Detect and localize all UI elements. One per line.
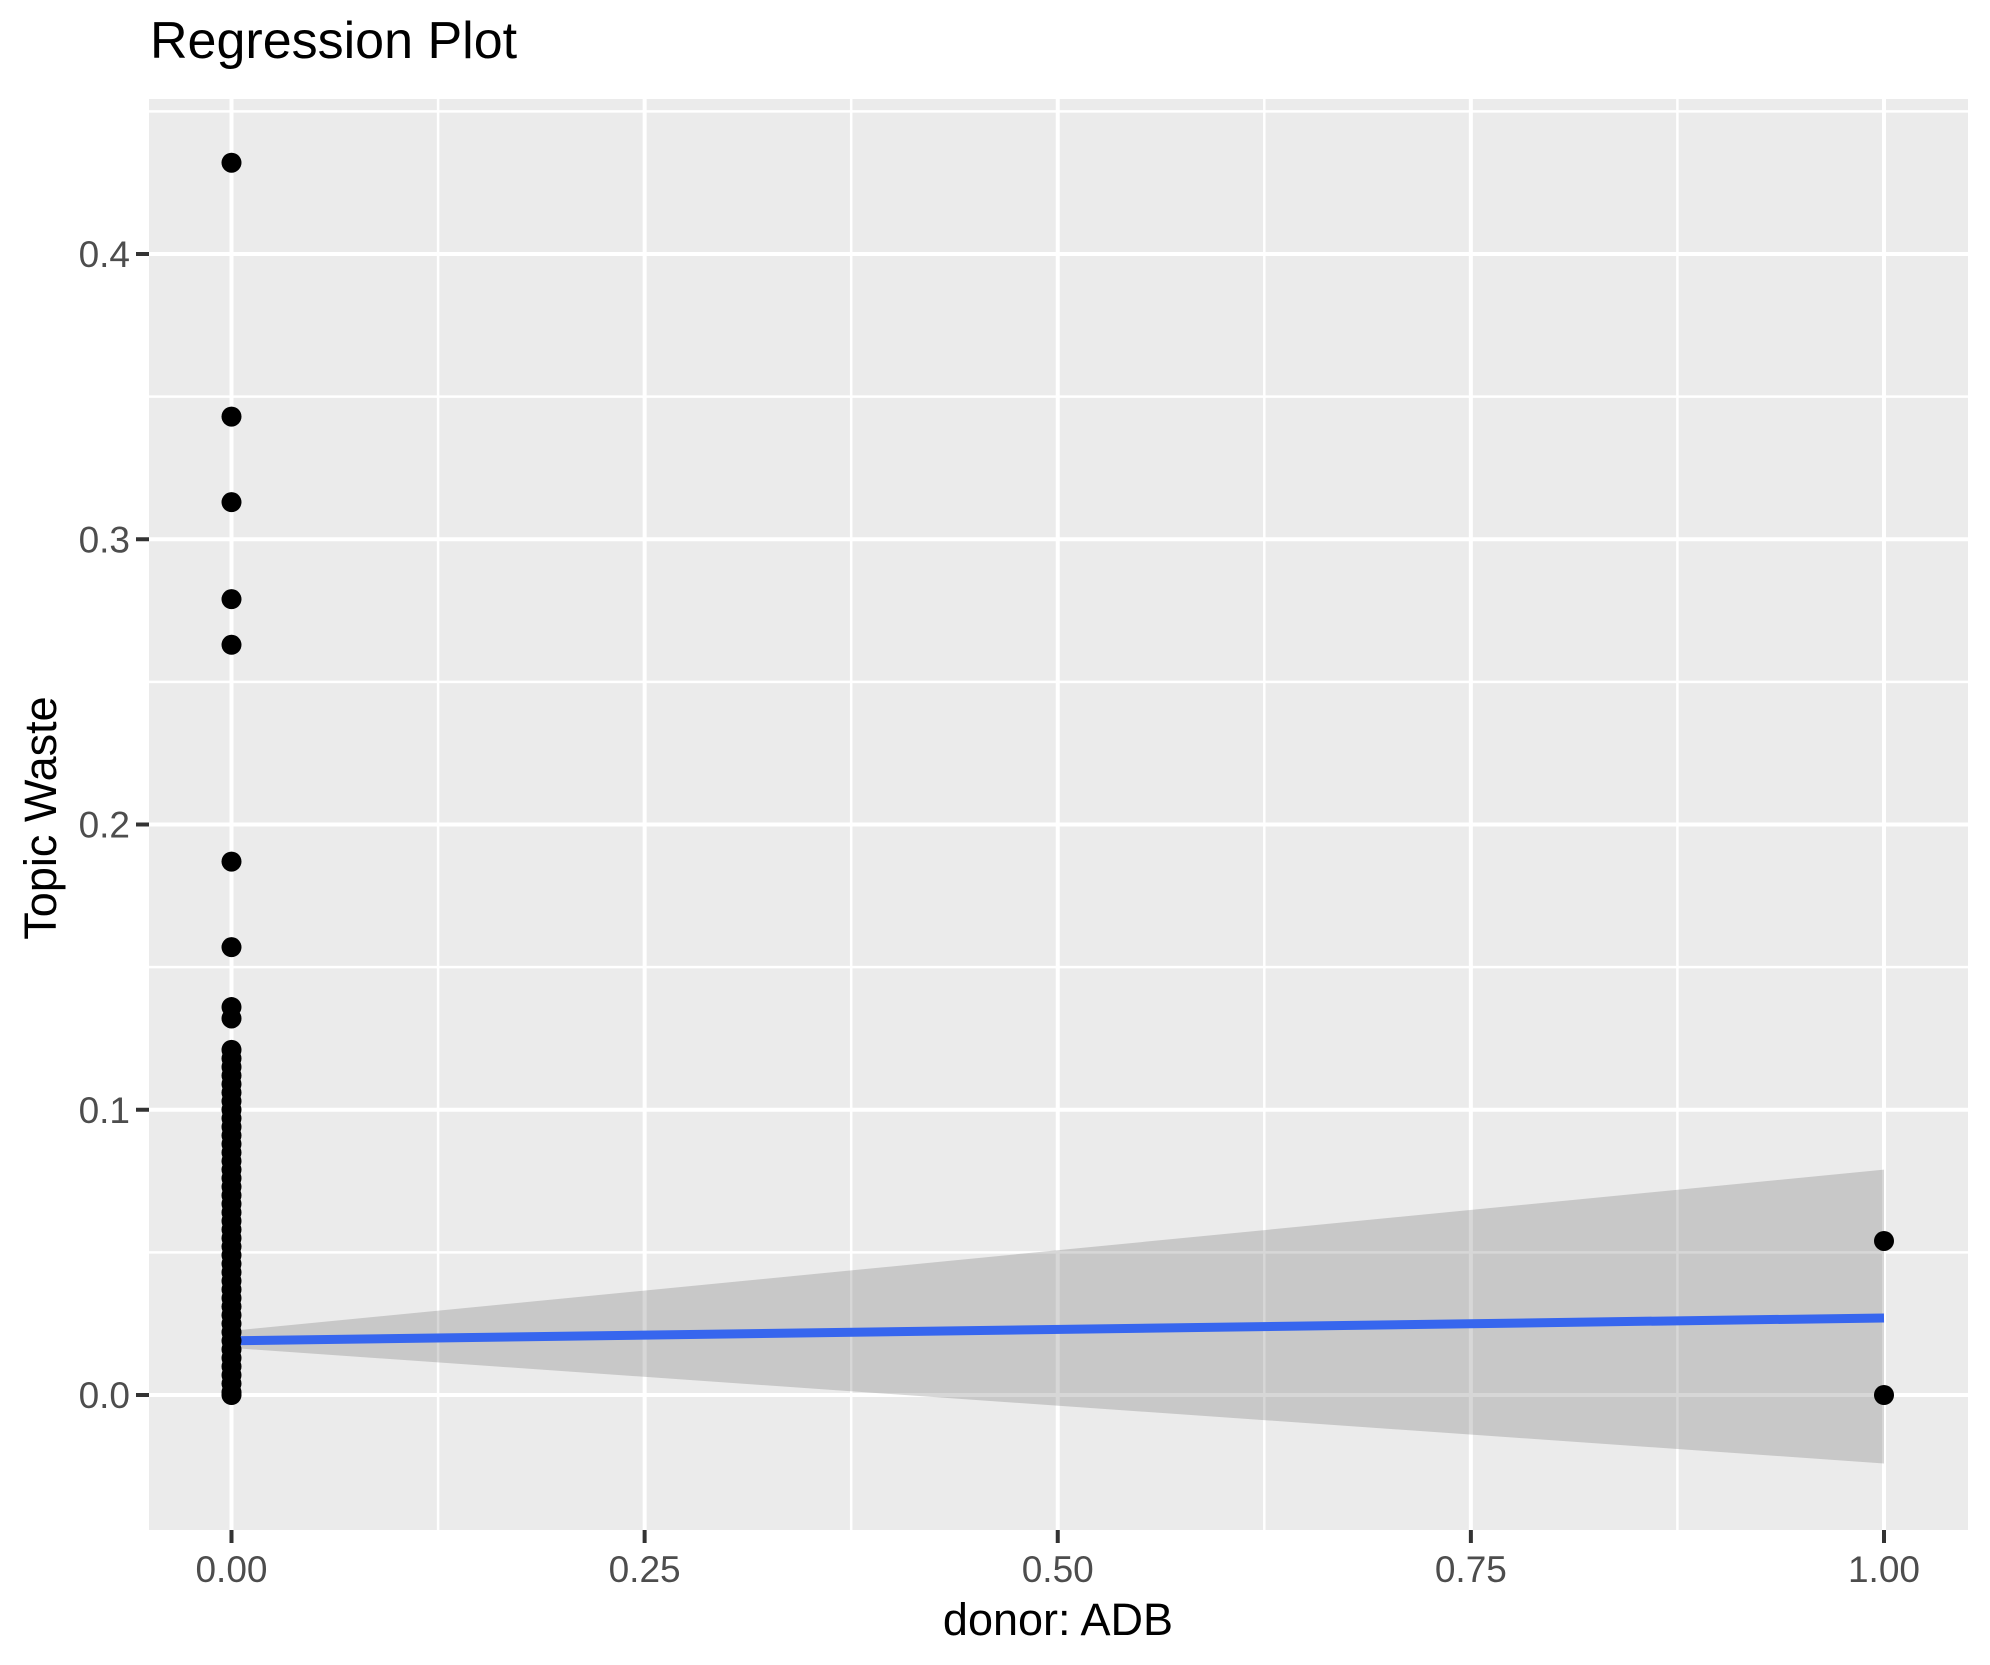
x-axis-title: donor: ADB <box>942 1594 1174 1645</box>
data-point <box>221 1385 242 1405</box>
x-tick-label: 0.75 <box>1435 1549 1507 1590</box>
x-tick-label: 1.00 <box>1848 1549 1920 1590</box>
y-tick-label: 0.0 <box>79 1375 130 1416</box>
y-tick-label: 0.3 <box>79 519 130 560</box>
data-point <box>221 406 242 427</box>
x-tick-label: 0.50 <box>1022 1549 1094 1590</box>
data-point <box>221 589 242 610</box>
y-tick-label: 0.2 <box>79 805 130 846</box>
data-point <box>221 851 242 872</box>
chart-title: Regression Plot <box>150 12 518 70</box>
y-tick-label: 0.1 <box>79 1090 130 1131</box>
x-tick-label: 0.25 <box>609 1549 681 1590</box>
data-point <box>1874 1385 1894 1405</box>
data-point <box>221 1008 242 1029</box>
regression-line <box>231 1313 1885 1346</box>
data-point <box>221 492 242 513</box>
confidence-band <box>231 1169 1884 1464</box>
y-axis-title: Topic Waste <box>15 696 66 940</box>
data-point <box>1874 1230 1894 1251</box>
data-point <box>221 937 242 958</box>
x-tick-label: 0.00 <box>195 1549 267 1590</box>
data-point <box>221 634 242 655</box>
data-point <box>221 152 242 173</box>
y-tick-label: 0.4 <box>79 234 130 275</box>
